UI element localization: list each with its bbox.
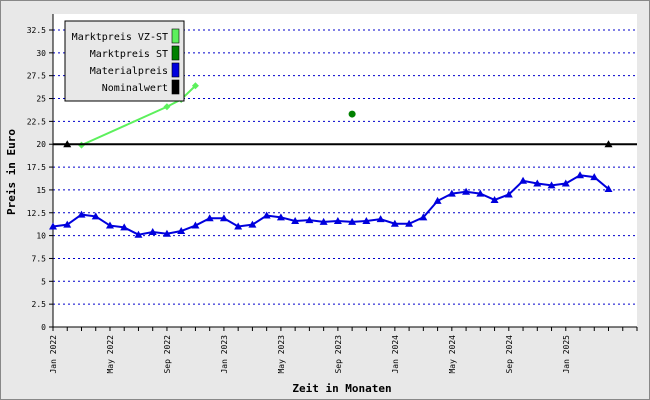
- data-point: [604, 185, 613, 193]
- data-point: [91, 212, 100, 220]
- legend-label: Marktpreis VZ-ST: [72, 32, 168, 43]
- x-tick-label: May 2022: [106, 335, 115, 374]
- data-point: [476, 189, 485, 197]
- legend-swatch: [171, 62, 180, 78]
- y-tick-label: 7.5: [32, 254, 47, 263]
- legend-label: Nominalwert: [102, 83, 168, 94]
- x-tick-label: Sep 2022: [163, 335, 172, 374]
- y-tick-label: 17.5: [27, 163, 46, 172]
- data-point: [576, 171, 585, 179]
- series-materialpreis: [49, 171, 613, 238]
- data-point: [291, 216, 300, 224]
- data-point: [134, 230, 143, 238]
- data-point: [547, 181, 556, 189]
- y-tick-label: 12.5: [27, 209, 46, 218]
- data-point: [262, 211, 271, 219]
- data-point: [348, 110, 356, 118]
- data-point: [419, 213, 428, 221]
- y-tick-label: 30: [36, 49, 46, 58]
- data-point: [276, 213, 285, 221]
- data-point: [519, 176, 528, 184]
- legend-label: Materialpreis: [90, 66, 168, 77]
- data-point: [234, 222, 243, 230]
- x-tick-label: Sep 2023: [334, 335, 343, 374]
- legend-swatch: [171, 79, 180, 95]
- data-point: [433, 196, 442, 204]
- data-point: [561, 179, 570, 187]
- data-point: [191, 221, 200, 229]
- x-tick-label: Jan 2025: [562, 335, 571, 374]
- x-axis-title: Zeit in Monaten: [292, 382, 391, 395]
- data-point: [376, 215, 385, 223]
- data-point: [333, 216, 342, 224]
- series-marktpreis-st: [348, 110, 356, 118]
- data-point: [590, 173, 599, 181]
- data-point: [319, 217, 328, 225]
- data-point: [49, 222, 57, 230]
- y-tick-label: 32.5: [27, 26, 46, 35]
- data-point: [390, 219, 399, 227]
- y-tick-label: 0: [41, 323, 46, 332]
- data-point: [348, 217, 357, 225]
- series-line: [52, 174, 610, 236]
- data-point: [462, 187, 471, 195]
- data-point: [77, 210, 86, 218]
- data-point: [63, 220, 72, 228]
- data-point: [248, 220, 257, 228]
- data-point: [533, 179, 542, 187]
- series-line: [81, 85, 197, 147]
- data-point: [120, 223, 129, 231]
- legend-swatch: [171, 45, 180, 61]
- y-tick-label: 25: [36, 95, 46, 104]
- series-nominalwert: [53, 140, 637, 148]
- y-tick-label: 27.5: [27, 72, 46, 81]
- y-tick-label: 20: [36, 140, 46, 149]
- x-tick-label: May 2024: [448, 335, 457, 374]
- y-tick-label: 5: [41, 277, 46, 286]
- data-point: [148, 227, 157, 235]
- y-tick-label: 22.5: [27, 117, 46, 126]
- x-tick-label: Jan 2022: [49, 335, 58, 374]
- data-point: [191, 82, 199, 90]
- data-point: [604, 140, 613, 148]
- data-point: [177, 227, 186, 235]
- data-point: [63, 140, 72, 148]
- data-point: [105, 221, 114, 229]
- x-tick-label: Sep 2024: [505, 335, 514, 374]
- y-tick-label: 10: [36, 232, 46, 241]
- legend-label: Marktpreis ST: [90, 49, 168, 60]
- y-tick-label: 2.5: [32, 300, 47, 309]
- data-point: [447, 189, 456, 197]
- x-tick-label: May 2023: [277, 335, 286, 374]
- x-tick-label: Jan 2023: [220, 335, 229, 374]
- data-point: [163, 103, 171, 111]
- y-axis-title: Preis in Euro: [5, 129, 18, 215]
- data-point: [305, 216, 314, 224]
- y-tick-label: 15: [36, 186, 46, 195]
- data-point: [405, 219, 414, 227]
- x-tick-label: Jan 2024: [391, 335, 400, 374]
- data-point: [504, 190, 513, 198]
- data-point: [162, 229, 171, 237]
- data-point: [362, 216, 371, 224]
- legend-swatch: [171, 28, 180, 44]
- data-point: [219, 214, 228, 222]
- data-point: [490, 195, 499, 203]
- legend-box: [64, 20, 185, 102]
- data-point: [205, 214, 214, 222]
